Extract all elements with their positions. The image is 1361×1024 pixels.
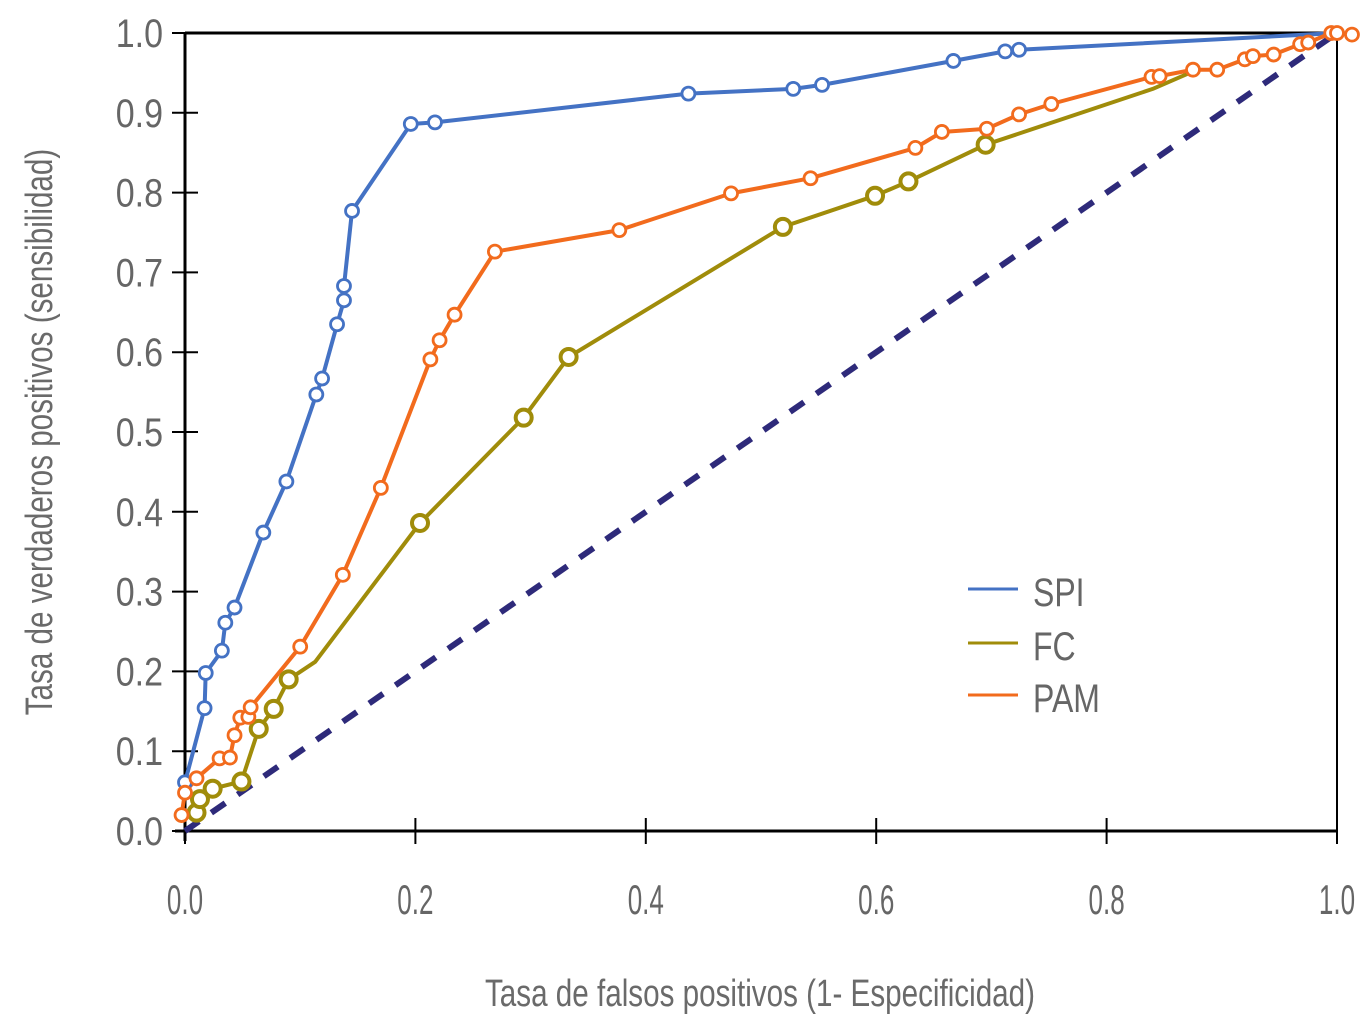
data-point-fc (865, 185, 886, 206)
x-axis-title: Tasa de falsos positivos (1- Especificid… (485, 973, 1035, 1015)
data-point-pam (334, 566, 351, 583)
data-point-fc (975, 134, 996, 155)
y-tick-label: 0.6 (116, 330, 163, 375)
data-point-spi (680, 85, 697, 102)
legend: SPI FC PAM (968, 570, 1100, 721)
data-point-pam (226, 727, 243, 744)
y-tick-label: 0.3 (116, 569, 163, 614)
data-point-fc (513, 407, 534, 428)
y-tick-label: 0.4 (116, 489, 163, 534)
data-point-fc (231, 771, 252, 792)
x-tick-label: 1.0 (1319, 877, 1355, 924)
data-point-pam (222, 749, 238, 766)
plot-markers (173, 25, 1360, 823)
data-point-fc (772, 216, 793, 237)
plot-lines (179, 30, 1353, 834)
y-axis-title: Tasa de verdaderos positivos (sensibilid… (19, 149, 61, 716)
data-point-pam (431, 332, 448, 349)
series-line-pam (179, 31, 1353, 816)
data-point-pam (486, 243, 503, 260)
y-tick-label: 0.1 (116, 729, 163, 774)
data-point-pam (1300, 34, 1317, 51)
data-point-spi (255, 524, 272, 541)
data-point-pam (372, 479, 389, 496)
data-point-pam (188, 770, 205, 787)
data-point-pam (1344, 26, 1360, 43)
legend-label-spi: SPI (1033, 570, 1085, 615)
series-line-spi (183, 31, 1338, 783)
data-point-spi (278, 473, 295, 490)
data-point-pam (446, 306, 463, 323)
data-point-pam (173, 807, 190, 823)
data-point-pam (1265, 46, 1282, 63)
data-point-spi (197, 665, 214, 681)
data-point-pam (723, 185, 739, 202)
data-point-spi (329, 316, 345, 333)
data-point-spi (427, 114, 443, 131)
data-point-fc (278, 669, 299, 690)
data-point-spi (217, 614, 234, 631)
data-point-spi (344, 203, 360, 219)
y-tick-label: 0.2 (116, 649, 163, 694)
x-tick-label: 0.2 (397, 877, 433, 924)
data-point-pam (907, 140, 924, 156)
data-point-pam (177, 784, 193, 801)
legend-label-fc: FC (1033, 624, 1076, 669)
data-point-spi (226, 599, 243, 616)
data-point-pam (1151, 68, 1168, 84)
x-tick-label: 0.8 (1088, 877, 1124, 924)
x-tick-label: 0.0 (167, 877, 203, 924)
y-tick-label: 0.5 (116, 409, 163, 454)
data-point-fc (263, 698, 284, 719)
data-point-spi (336, 278, 352, 294)
data-point-spi (314, 370, 330, 387)
data-point-pam (422, 351, 439, 368)
data-point-pam (1245, 48, 1261, 65)
tick-labels: 0.0 0.1 0.2 0.3 0.4 0.5 0.6 0.7 0.8 0.9 1.0 0.0 0.2 0… (116, 10, 1355, 923)
data-point-pam (1329, 25, 1345, 41)
data-point-spi (308, 386, 325, 403)
data-point-spi (814, 76, 830, 93)
data-point-spi (1011, 41, 1027, 58)
data-point-spi (336, 292, 352, 309)
data-point-spi (402, 116, 419, 132)
data-point-pam (611, 222, 628, 239)
y-tick-label: 0.8 (116, 170, 163, 215)
data-point-fc (410, 512, 431, 533)
data-point-fc (558, 346, 579, 367)
y-tick-label: 0.9 (116, 90, 163, 135)
x-tick-label: 0.4 (628, 877, 664, 924)
data-point-spi (196, 700, 213, 717)
y-tick-label: 1.0 (116, 10, 163, 55)
reference-diagonal-line (183, 30, 1339, 834)
data-point-pam (1043, 96, 1060, 112)
data-point-fc (248, 718, 269, 739)
data-point-fc (189, 789, 210, 810)
data-point-pam (242, 699, 259, 716)
data-point-spi (785, 80, 802, 97)
data-point-pam (292, 638, 309, 655)
x-tick-label: 0.6 (858, 877, 894, 924)
data-point-pam (1209, 61, 1226, 78)
axes (172, 31, 1338, 844)
data-point-pam (1185, 61, 1201, 78)
data-point-pam (802, 170, 819, 187)
data-point-pam (933, 124, 950, 140)
data-point-fc (202, 778, 223, 799)
data-point-spi (997, 43, 1014, 60)
data-point-spi (213, 642, 230, 659)
data-point-spi (945, 53, 962, 69)
data-point-fc (898, 171, 919, 192)
data-point-pam (978, 120, 995, 137)
y-tick-label: 0.7 (116, 250, 163, 295)
legend-label-pam: PAM (1033, 676, 1100, 721)
y-tick-label: 0.0 (116, 808, 163, 853)
data-point-pam (1011, 106, 1027, 123)
